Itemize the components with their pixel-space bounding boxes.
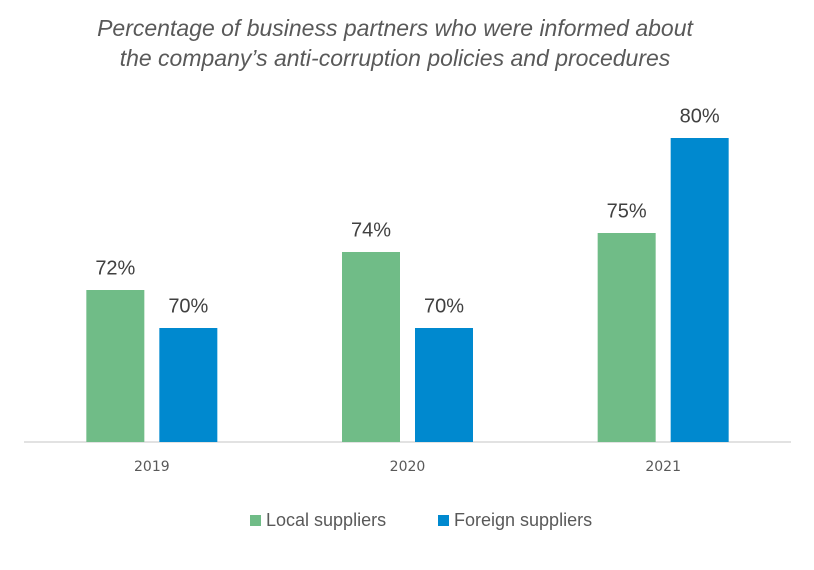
bar (597, 233, 656, 442)
data-label: 70% (168, 295, 208, 317)
x-tick-label: 2019 (134, 459, 170, 475)
legend-label: Local suppliers (266, 510, 386, 530)
bar (86, 290, 145, 442)
bar (159, 328, 218, 442)
bar (342, 252, 400, 442)
x-tick-label: 2021 (645, 459, 681, 475)
data-label: 75% (607, 200, 647, 222)
chart-title: Percentage of business partners who were… (97, 15, 693, 71)
legend-swatch (438, 515, 449, 526)
legend-swatch (250, 515, 261, 526)
data-label: 80% (680, 105, 720, 127)
bar (670, 138, 729, 442)
data-label: 74% (351, 219, 391, 241)
data-label: 72% (95, 257, 135, 279)
bar (415, 328, 473, 442)
legend-label: Foreign suppliers (454, 510, 592, 530)
x-tick-label: 2020 (390, 459, 426, 475)
data-label: 70% (424, 295, 464, 317)
